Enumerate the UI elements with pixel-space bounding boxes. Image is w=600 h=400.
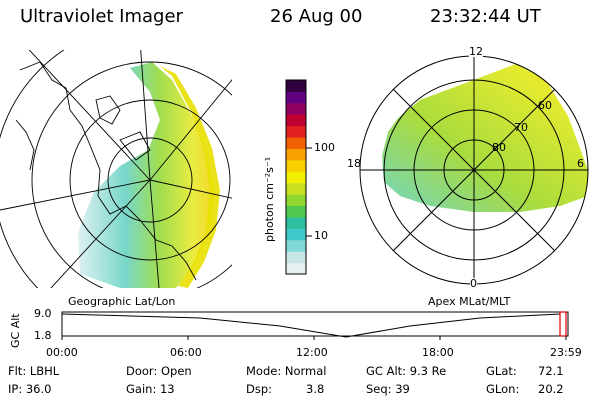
colorbar-segment — [286, 125, 306, 138]
colorbar-segment — [286, 80, 306, 92]
glon-label: GLon: — [486, 382, 520, 396]
gain-info: Gain: 13 — [126, 382, 175, 396]
altitude-ytick-1-8: 1.8 — [34, 329, 52, 342]
colorbar-tick-100: 100 — [314, 141, 335, 154]
time-tick-0600: 06:00 — [170, 346, 202, 359]
colorbar-segment — [286, 251, 306, 264]
glon-value: 20.2 — [538, 382, 564, 396]
colorbar-segment — [286, 159, 306, 172]
glat-label: GLat: — [486, 364, 517, 378]
mode-info: Mode: Normal — [246, 364, 327, 378]
colorbar-segment — [286, 171, 306, 184]
mlat-label-70: 70 — [514, 121, 528, 134]
altitude-ytick-9: 9.0 — [34, 307, 52, 320]
colorbar-segment — [286, 102, 306, 115]
colorbar-segment — [286, 137, 306, 149]
mlt-label-12: 12 — [469, 45, 483, 58]
colorbar-tick-10: 10 — [314, 229, 328, 242]
altitude-curve — [61, 313, 561, 338]
app-title: Ultraviolet Imager — [20, 6, 183, 27]
mlt-label-6: 6 — [577, 157, 584, 170]
mlat-label-60: 60 — [538, 99, 552, 112]
colorbar-segment — [286, 148, 306, 161]
colorbar-segment — [286, 216, 306, 229]
time-tick-1200: 12:00 — [296, 346, 328, 359]
mlat-label-80: 80 — [492, 141, 506, 154]
altitude-plot — [61, 311, 569, 340]
altitude-ylabel: GC Alt — [9, 313, 22, 348]
left-panel-caption: Geographic Lat/Lon — [68, 295, 176, 308]
colorbar-segment — [286, 228, 306, 241]
mlat-mlt-polar-plot — [359, 55, 589, 285]
aurora-emission-right — [382, 64, 588, 212]
colorbar-segment — [286, 114, 306, 127]
coastline — [15, 61, 197, 281]
colorbar-segment — [286, 239, 306, 252]
time-tick-1800: 18:00 — [422, 346, 454, 359]
observation-date: 26 Aug 00 — [270, 6, 363, 27]
aurora-emission-left — [78, 62, 214, 288]
colorbar-segment — [286, 182, 306, 195]
time-tick-0000: 00:00 — [46, 346, 78, 359]
time-tick-2359: 23:59 — [550, 346, 582, 359]
mlt-label-0: 0 — [470, 277, 477, 290]
filter-info: Flt: LBHL — [8, 364, 60, 378]
colorbar-unit-label: photon cm⁻²s⁻¹ — [263, 156, 276, 242]
door-info: Door: Open — [126, 364, 192, 378]
mlt-label-18: 18 — [347, 157, 361, 170]
glat-value: 72.1 — [538, 364, 564, 378]
colorbar-segment — [286, 262, 306, 275]
ip-info: IP: 36.0 — [8, 382, 52, 396]
colorbar-segment — [286, 205, 306, 218]
gc-alt-info: GC Alt: 9.3 Re — [366, 364, 447, 378]
observation-time: 23:32:44 UT — [430, 6, 541, 27]
colorbar — [285, 79, 312, 275]
colorbar-segment — [286, 91, 306, 104]
right-panel-caption: Apex MLat/MLT — [428, 295, 511, 308]
dsp-label: Dsp: — [246, 382, 273, 396]
colorbar-segment — [286, 194, 306, 207]
geographic-map — [0, 50, 232, 288]
current-time-marker — [559, 311, 567, 337]
seq-info: Seq: 39 — [366, 382, 410, 396]
dsp-value: 3.8 — [306, 382, 325, 396]
